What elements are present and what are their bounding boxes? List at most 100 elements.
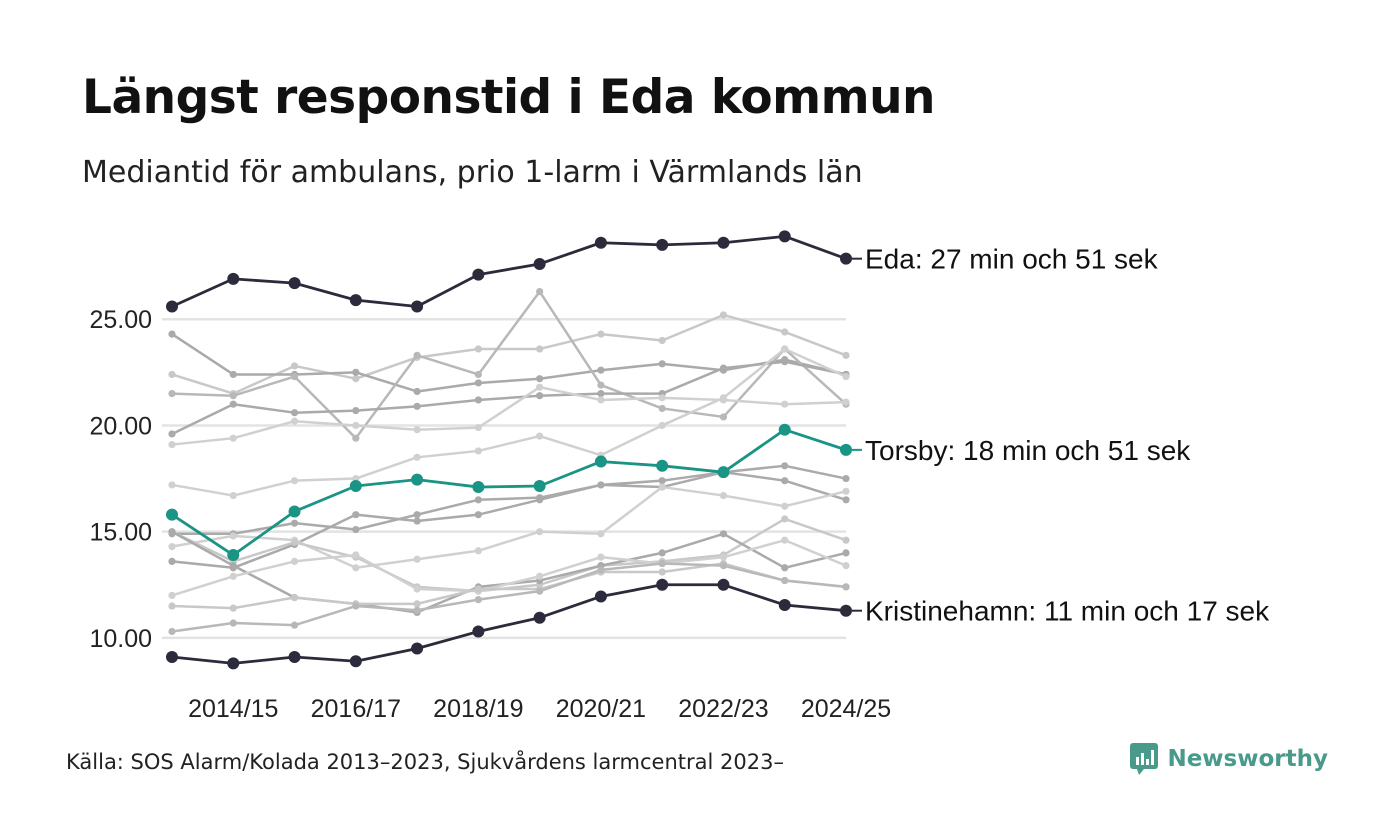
- data-point[interactable]: [597, 553, 605, 561]
- data-point[interactable]: [781, 345, 789, 353]
- series-line[interactable]: [170, 360, 848, 436]
- data-point[interactable]: [717, 236, 730, 249]
- data-point[interactable]: [168, 481, 176, 489]
- data-point[interactable]: [842, 487, 850, 495]
- data-point[interactable]: [781, 502, 789, 510]
- data-point[interactable]: [413, 555, 421, 563]
- data-point[interactable]: [533, 479, 546, 492]
- data-point[interactable]: [229, 604, 237, 612]
- brand-logo[interactable]: Newsworthy: [1129, 742, 1328, 776]
- data-point[interactable]: [413, 426, 421, 434]
- data-point[interactable]: [290, 417, 299, 425]
- series-kristinehamn[interactable]: [166, 578, 852, 670]
- data-point[interactable]: [536, 432, 544, 440]
- data-point[interactable]: [352, 525, 360, 534]
- series-line[interactable]: [170, 234, 848, 308]
- data-point[interactable]: [413, 387, 421, 396]
- series-line[interactable]: [170, 562, 848, 633]
- data-point[interactable]: [413, 351, 421, 359]
- data-point[interactable]: [472, 268, 485, 281]
- series-bg-4[interactable]: [168, 358, 850, 438]
- data-point[interactable]: [658, 394, 666, 402]
- data-point[interactable]: [719, 394, 728, 402]
- data-point[interactable]: [840, 443, 852, 456]
- data-point[interactable]: [474, 596, 482, 604]
- data-point[interactable]: [842, 351, 850, 359]
- data-point[interactable]: [658, 360, 666, 368]
- data-point[interactable]: [778, 598, 791, 611]
- data-point[interactable]: [352, 375, 360, 383]
- data-point[interactable]: [658, 477, 666, 485]
- data-point[interactable]: [411, 473, 424, 486]
- series-line[interactable]: [170, 290, 848, 440]
- data-point[interactable]: [352, 602, 360, 610]
- data-point[interactable]: [474, 585, 482, 593]
- data-point[interactable]: [719, 553, 728, 561]
- series-line[interactable]: [170, 583, 848, 665]
- data-point[interactable]: [352, 406, 360, 415]
- data-point[interactable]: [413, 606, 421, 614]
- data-point[interactable]: [349, 655, 362, 668]
- data-point[interactable]: [288, 651, 301, 664]
- data-point[interactable]: [474, 396, 482, 404]
- data-point[interactable]: [229, 392, 237, 400]
- data-point[interactable]: [227, 272, 240, 285]
- data-point[interactable]: [781, 358, 789, 366]
- data-point[interactable]: [781, 515, 789, 523]
- data-point[interactable]: [168, 430, 176, 438]
- data-point[interactable]: [229, 434, 237, 442]
- data-point[interactable]: [413, 600, 421, 608]
- data-point[interactable]: [229, 400, 237, 408]
- data-point[interactable]: [842, 562, 850, 570]
- data-point[interactable]: [719, 413, 728, 421]
- series-line[interactable]: [170, 428, 848, 557]
- data-point[interactable]: [474, 345, 482, 353]
- data-point[interactable]: [536, 375, 544, 383]
- data-point[interactable]: [229, 619, 237, 627]
- data-point[interactable]: [781, 328, 789, 336]
- data-point[interactable]: [719, 311, 728, 319]
- data-point[interactable]: [536, 392, 544, 400]
- data-point[interactable]: [290, 477, 299, 485]
- data-point[interactable]: [168, 389, 176, 398]
- data-point[interactable]: [227, 657, 240, 670]
- series-eda[interactable]: [166, 230, 852, 313]
- data-point[interactable]: [658, 336, 666, 345]
- data-point[interactable]: [413, 402, 421, 410]
- data-point[interactable]: [168, 591, 176, 600]
- series-bg-8[interactable]: [168, 468, 850, 572]
- data-point[interactable]: [349, 479, 362, 492]
- data-point[interactable]: [474, 496, 482, 504]
- data-point[interactable]: [413, 511, 421, 519]
- data-point[interactable]: [472, 481, 485, 494]
- data-point[interactable]: [842, 549, 850, 557]
- series-line[interactable]: [170, 332, 848, 393]
- data-point[interactable]: [290, 593, 299, 602]
- data-point[interactable]: [594, 236, 607, 249]
- data-point[interactable]: [288, 505, 301, 518]
- data-point[interactable]: [168, 528, 176, 536]
- data-point[interactable]: [656, 238, 669, 251]
- data-point[interactable]: [536, 496, 544, 504]
- data-point[interactable]: [658, 568, 666, 576]
- series-line[interactable]: [170, 562, 848, 610]
- data-point[interactable]: [778, 423, 791, 436]
- data-point[interactable]: [717, 466, 730, 479]
- data-point[interactable]: [842, 583, 850, 591]
- data-point[interactable]: [719, 364, 728, 372]
- data-point[interactable]: [352, 368, 360, 376]
- data-point[interactable]: [290, 621, 299, 629]
- data-point[interactable]: [656, 459, 669, 472]
- data-point[interactable]: [594, 455, 607, 468]
- data-point[interactable]: [597, 389, 605, 398]
- data-point[interactable]: [290, 519, 299, 527]
- data-point[interactable]: [536, 587, 544, 595]
- data-point[interactable]: [842, 372, 850, 381]
- series-line[interactable]: [170, 470, 848, 570]
- data-point[interactable]: [166, 300, 178, 313]
- data-point[interactable]: [597, 396, 605, 404]
- data-point[interactable]: [536, 288, 544, 296]
- data-point[interactable]: [229, 370, 237, 379]
- data-point[interactable]: [474, 511, 482, 519]
- data-point[interactable]: [168, 602, 176, 610]
